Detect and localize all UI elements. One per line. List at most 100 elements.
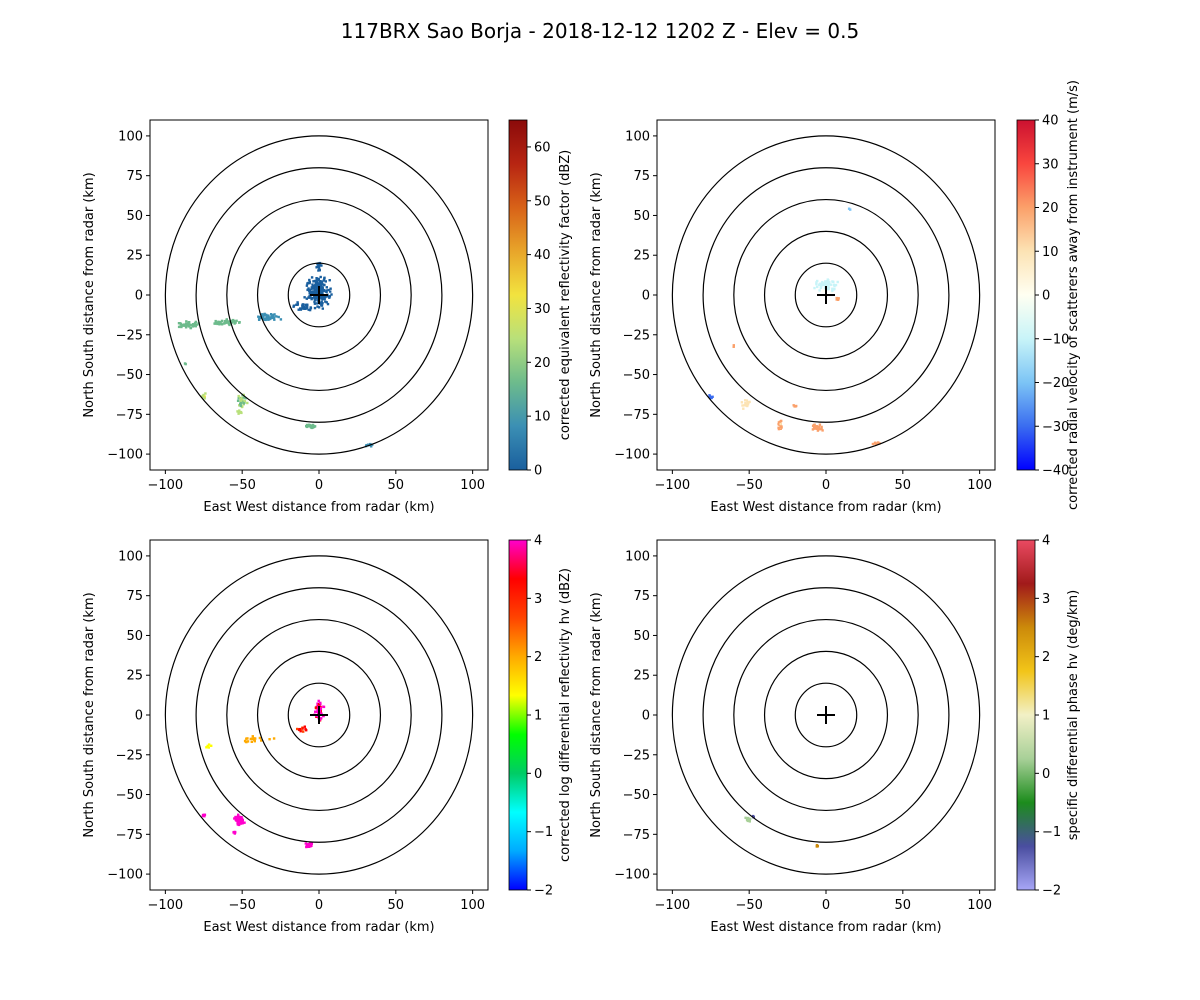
range-ring-80km bbox=[702, 587, 950, 843]
echo-point bbox=[201, 394, 204, 398]
echo-point bbox=[318, 280, 322, 283]
echo-point bbox=[177, 325, 181, 329]
colorbar-tick-label: −2 bbox=[534, 884, 553, 899]
echo-point bbox=[871, 442, 875, 446]
echo-point bbox=[320, 304, 324, 307]
echo-point bbox=[826, 280, 829, 284]
echo-point bbox=[243, 821, 246, 824]
echo-point bbox=[779, 426, 782, 429]
y-tick-label: −25 bbox=[116, 748, 143, 763]
echo-point bbox=[316, 708, 319, 711]
echo-point bbox=[225, 318, 228, 321]
echo-point bbox=[251, 737, 254, 740]
y-tick-label: 75 bbox=[126, 589, 143, 604]
y-tick-label: 0 bbox=[642, 709, 650, 724]
echo-point bbox=[316, 305, 319, 308]
echo-point bbox=[314, 706, 318, 709]
radar-panel-4: −100 −50 0 50 100 −100 −75 −50 −25 0 25 50 75 100 East… bbox=[589, 534, 1081, 936]
echo-point bbox=[319, 295, 322, 298]
range-ring-100km bbox=[164, 555, 474, 875]
y-tick-label: 75 bbox=[633, 589, 650, 604]
figure-title: 117BRX Sao Borja - 2018-12-12 1202 Z - E… bbox=[341, 19, 859, 43]
echo-point bbox=[180, 325, 183, 329]
echo-point bbox=[235, 319, 238, 322]
echo-point bbox=[233, 322, 236, 325]
echo-point bbox=[268, 738, 271, 741]
echo-point bbox=[237, 813, 240, 816]
x-tick-label: −100 bbox=[655, 898, 691, 913]
echo-point bbox=[825, 288, 829, 291]
echo-point bbox=[315, 282, 319, 286]
x-tick-label: 50 bbox=[388, 478, 405, 493]
echo-point bbox=[748, 820, 751, 823]
echo-point bbox=[238, 815, 241, 819]
echo-point bbox=[746, 403, 750, 406]
echo-point bbox=[325, 286, 328, 289]
echo-point bbox=[317, 279, 320, 282]
echo-point bbox=[831, 287, 834, 290]
echo-point bbox=[321, 307, 324, 310]
colorbar-tick-label: 10 bbox=[1042, 245, 1059, 260]
colorbar-tick-label: −1 bbox=[534, 825, 553, 840]
echo-point bbox=[324, 280, 327, 283]
echo-point bbox=[241, 821, 244, 824]
echo-point bbox=[315, 287, 318, 291]
echo-point bbox=[253, 740, 256, 743]
x-tick-label: −50 bbox=[735, 898, 762, 913]
echo-point bbox=[253, 738, 256, 742]
echo-point bbox=[246, 740, 250, 743]
echo-point bbox=[315, 266, 318, 269]
echo-point bbox=[228, 323, 231, 327]
colorbar-tick-label: −40 bbox=[1042, 464, 1069, 479]
echo-point bbox=[237, 412, 240, 415]
echo-point bbox=[818, 289, 821, 292]
echo-point bbox=[240, 396, 244, 400]
echo-point bbox=[815, 844, 819, 847]
echo-point bbox=[223, 319, 227, 323]
echo-point bbox=[821, 282, 825, 286]
echo-point bbox=[217, 320, 220, 323]
echo-point bbox=[249, 737, 252, 741]
y-axis-label: North South distance from radar (km) bbox=[589, 172, 604, 417]
x-axis-label: East West distance from radar (km) bbox=[203, 920, 434, 935]
echo-point bbox=[365, 444, 368, 447]
echo-point bbox=[303, 296, 306, 299]
echo-point bbox=[306, 305, 309, 308]
colorbar-tick-label: 30 bbox=[1042, 157, 1059, 172]
echo-point bbox=[318, 269, 321, 272]
echo-point bbox=[238, 409, 241, 412]
echo-point bbox=[317, 265, 320, 269]
echo-point bbox=[203, 395, 206, 398]
echo-point bbox=[204, 392, 207, 395]
y-tick-label: 25 bbox=[126, 249, 143, 264]
echo-point bbox=[319, 275, 322, 279]
echo-point bbox=[322, 705, 325, 708]
echo-point bbox=[236, 410, 239, 413]
y-tick-label: 50 bbox=[633, 209, 650, 224]
echo-point bbox=[309, 424, 313, 428]
echo-point bbox=[310, 286, 313, 289]
y-tick-label: 100 bbox=[118, 549, 143, 564]
x-axis-label: East West distance from radar (km) bbox=[710, 500, 941, 515]
colorbar-label: corrected equivalent reflectivity factor… bbox=[558, 150, 573, 441]
colorbar-tick-label: 60 bbox=[534, 140, 551, 155]
echo-point bbox=[226, 321, 230, 324]
echo-point bbox=[313, 285, 316, 289]
range-ring-40km bbox=[256, 650, 382, 780]
echo-point bbox=[749, 817, 752, 821]
echo-point bbox=[302, 730, 305, 733]
range-ring-20km bbox=[794, 682, 858, 748]
colorbar-tick-label: 4 bbox=[534, 534, 542, 549]
range-ring-20km bbox=[794, 262, 858, 328]
echo-point bbox=[312, 286, 315, 289]
echo-point bbox=[740, 401, 744, 404]
y-tick-label: −100 bbox=[614, 448, 650, 463]
echo-point bbox=[304, 842, 307, 845]
echo-point bbox=[229, 319, 233, 323]
colorbar bbox=[1016, 539, 1036, 891]
echo-point bbox=[308, 278, 311, 282]
echo-point bbox=[317, 269, 320, 272]
echo-point bbox=[319, 302, 322, 305]
echo-point bbox=[327, 288, 330, 292]
